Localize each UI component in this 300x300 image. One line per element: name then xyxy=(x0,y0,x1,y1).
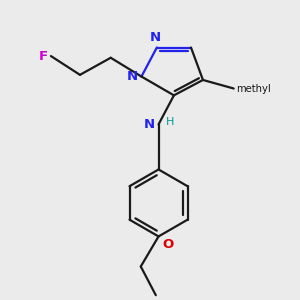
Text: O: O xyxy=(163,238,174,251)
Text: N: N xyxy=(150,31,161,44)
Text: H: H xyxy=(166,117,174,127)
Text: F: F xyxy=(39,50,48,63)
Text: N: N xyxy=(143,118,155,131)
Text: N: N xyxy=(127,70,138,83)
Text: methyl: methyl xyxy=(236,83,271,94)
